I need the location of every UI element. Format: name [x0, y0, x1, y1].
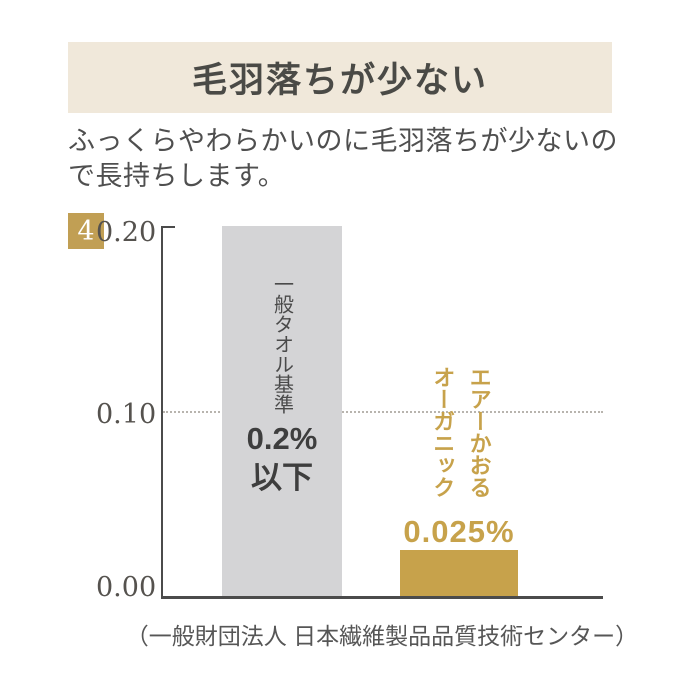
- y-tick-label-000: 0.00: [96, 572, 157, 603]
- step-number-badge: 4: [68, 213, 104, 249]
- bar-standard-label: 一般タオル基準: [270, 274, 293, 414]
- y-tick-label-010: 0.10: [96, 399, 157, 430]
- bar-standard-value-line2: 以下: [251, 459, 313, 495]
- reference-dotted-line: [163, 411, 603, 413]
- bar-product-label-line1: エアーかおる: [466, 366, 492, 498]
- bar-product-label: エアーかおる オーガニック: [424, 366, 497, 498]
- bar-product-label-line2: オーガニック: [430, 366, 456, 498]
- plot-area: 一般タオル基準 0.2% 以下: [163, 226, 603, 596]
- y-axis-top-tick: [161, 226, 175, 228]
- description-text: ふっくらやわらかいのに毛羽落ちが少ないので長持ちします。: [68, 126, 618, 191]
- bar-standard-value: 0.2% 以下: [222, 420, 342, 498]
- bar-standard-value-line1: 0.2%: [246, 421, 318, 456]
- y-axis-line: [161, 226, 163, 598]
- page-title: 毛羽落ちが少ない: [191, 61, 488, 100]
- bar-product-value: 0.025%: [403, 514, 515, 549]
- y-tick-label-020: 0.20: [96, 217, 157, 248]
- source-citation: （一般財団法人 日本繊維製品品質技術センター）: [125, 623, 639, 649]
- title-banner: 毛羽落ちが少ない: [68, 42, 612, 113]
- x-axis-line: [161, 596, 603, 599]
- bar-product-towel: [400, 550, 518, 596]
- bar-standard-towel: 一般タオル基準 0.2% 以下: [222, 226, 342, 596]
